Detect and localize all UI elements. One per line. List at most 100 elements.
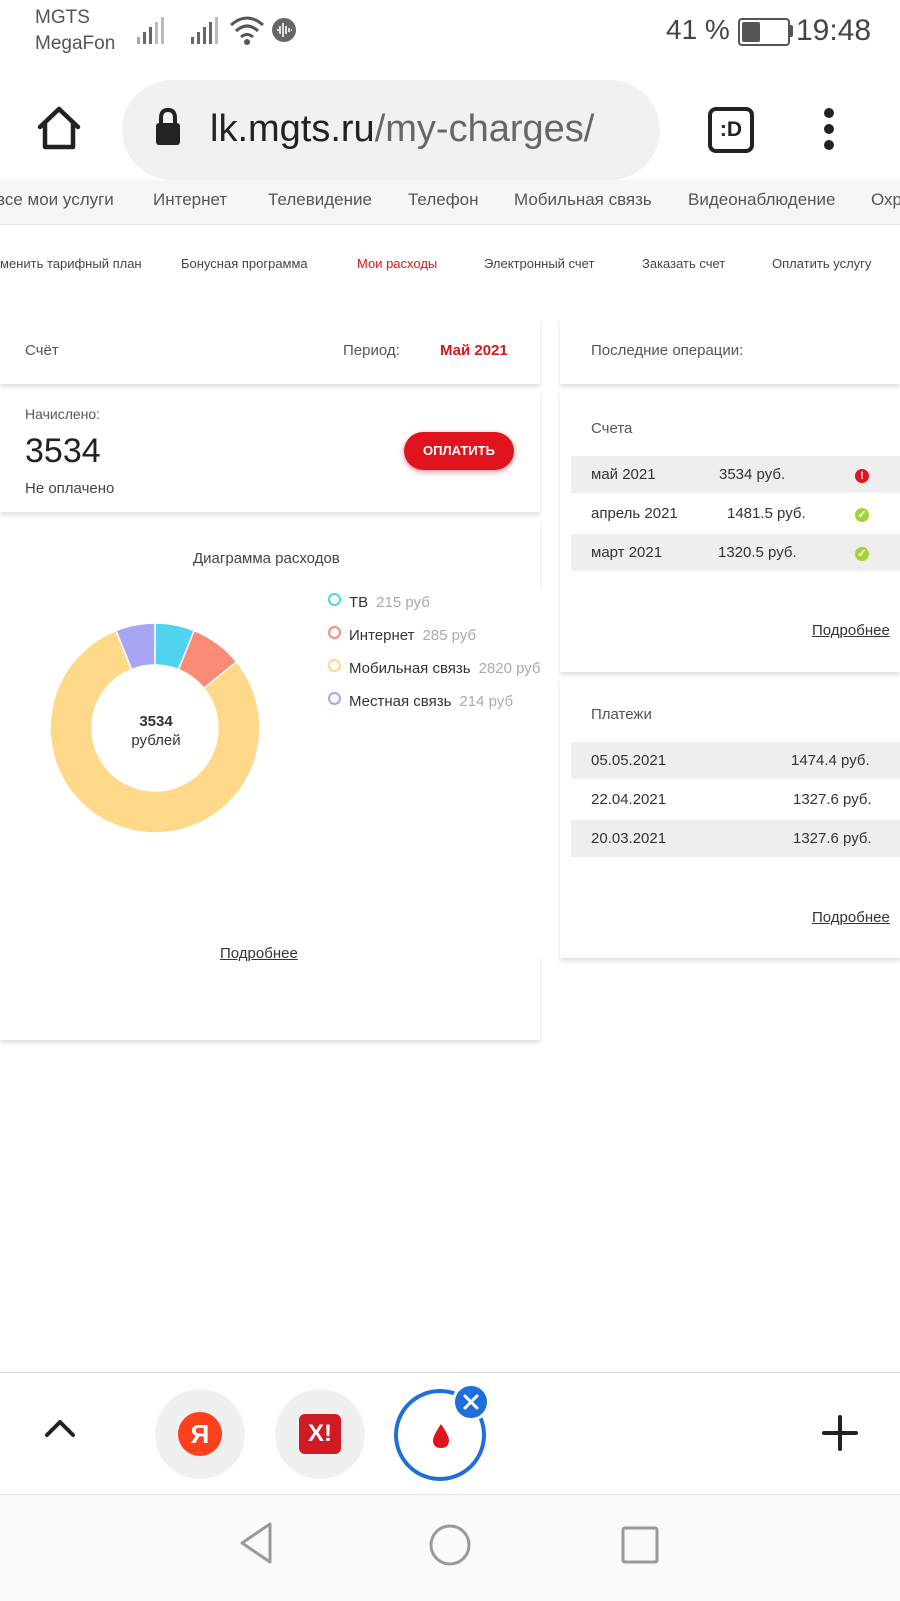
legend-amount: 2820 руб	[478, 660, 541, 677]
payment-amount: 1474.4 руб.	[791, 752, 870, 769]
voice-assistant-icon	[272, 18, 296, 42]
tabs-switcher-label: :D	[719, 118, 743, 141]
recents-icon[interactable]	[620, 1525, 660, 1565]
last-operations-header: Последние операции:	[560, 318, 900, 384]
payment-row[interactable]: 22.04.2021 1327.6 руб.	[571, 781, 900, 818]
nav-item-video[interactable]: Видеонаблюдение	[688, 190, 836, 209]
payment-amount: 1327.6 руб.	[793, 791, 872, 808]
legend-marker	[328, 692, 341, 705]
browser-tab-bar: Я X!	[0, 1372, 900, 1495]
bill-row[interactable]: май 2021 3534 руб. !	[571, 456, 900, 493]
tabs-switcher-button[interactable]: :D	[708, 107, 754, 153]
carrier-name-2: MegaFon	[35, 33, 116, 54]
subnav-order-bill[interactable]: Заказать счет	[642, 256, 726, 271]
yandex-icon: Я	[178, 1412, 222, 1456]
bills-title: Счета	[591, 420, 633, 437]
battery-tip	[789, 25, 793, 37]
donut-center-value: 3534	[139, 713, 173, 730]
subnav-pay-service[interactable]: Оплатить услугу	[772, 256, 872, 271]
legend-name: Интернет	[349, 627, 415, 644]
url-path: /my-charges/	[374, 108, 595, 150]
bill-month: май 2021	[591, 466, 656, 483]
nav-item-internet[interactable]: Интернет	[153, 190, 228, 209]
legend-item-local: Местная связь 214 руб	[328, 692, 513, 710]
bill-row[interactable]: март 2021 1320.5 руб. ✓	[571, 534, 900, 571]
bill-amount: 1320.5 руб.	[718, 544, 797, 561]
donut-center-unit: рублей	[131, 732, 181, 749]
status-bar: MGTS MegaFon 41 % 19:48	[0, 0, 900, 64]
bills-card: Счета	[560, 390, 900, 672]
payment-status: Не оплачено	[25, 480, 115, 497]
charged-label: Начислено:	[25, 406, 101, 422]
legend-name: ТВ	[349, 594, 369, 611]
nav-item-security[interactable]: Охр	[871, 190, 900, 209]
nav-item-all-services[interactable]: все мои услуги	[0, 190, 114, 209]
subnav-bonus[interactable]: Бонусная программа	[181, 256, 308, 271]
payment-date: 22.04.2021	[591, 791, 667, 808]
donut-slice-2	[49, 629, 261, 834]
tab-news[interactable]: X!	[275, 1389, 365, 1479]
nav-item-mobile[interactable]: Мобильная связь	[514, 190, 652, 209]
home-circle-icon[interactable]	[428, 1523, 472, 1567]
subnav-change-tariff[interactable]: менить тарифный план	[0, 256, 142, 271]
payment-row[interactable]: 05.05.2021 1474.4 руб.	[571, 742, 900, 779]
charges-more-link[interactable]: Подробнее	[220, 945, 298, 962]
home-icon[interactable]	[36, 105, 82, 151]
tab-yandex[interactable]: Я	[155, 1389, 245, 1479]
legend-amount: 214 руб	[459, 693, 514, 710]
sub-nav: менить тарифный план Бонусная программа …	[0, 240, 900, 280]
nav-item-phone[interactable]: Телефон	[408, 190, 479, 209]
subnav-my-charges[interactable]: Мои расходы	[357, 256, 438, 271]
signal-icon-1	[137, 16, 167, 44]
legend-marker	[328, 593, 341, 606]
pay-button[interactable]: ОПЛАТИТЬ	[404, 432, 514, 470]
mgts-logo-icon	[433, 1424, 449, 1448]
charges-donut-chart	[49, 622, 261, 834]
bill-amount: 3534 руб.	[719, 466, 786, 483]
bill-month: март 2021	[591, 544, 663, 561]
url-text[interactable]: lk.mgts.ru/my-charges/	[210, 108, 594, 151]
address-bar[interactable]	[122, 80, 660, 180]
legend-name: Мобильная связь	[349, 660, 471, 677]
carrier-name-1: MGTS	[35, 7, 90, 28]
clock: 19:48	[796, 14, 872, 47]
legend-item-tv: ТВ 215 руб	[328, 593, 430, 611]
news-site-icon: X!	[299, 1414, 341, 1454]
close-tab-button[interactable]	[452, 1383, 490, 1421]
payment-row[interactable]: 20.03.2021 1327.6 руб.	[571, 820, 900, 857]
chart-title: Диаграмма расходов	[193, 550, 340, 567]
donut-slice-3	[115, 622, 156, 671]
account-label: Счёт	[25, 342, 59, 359]
paid-check-icon: ✓	[855, 508, 869, 522]
chart-legend-panel	[316, 588, 561, 958]
category-nav: все мои услуги Интернет Телевидение Теле…	[0, 180, 900, 225]
lock-icon	[156, 108, 180, 145]
url-host: lk.mgts.ru	[210, 108, 375, 150]
new-tab-plus-icon[interactable]	[822, 1415, 858, 1451]
legend-amount: 215 руб	[376, 594, 430, 611]
subnav-e-bill[interactable]: Электронный счет	[484, 256, 595, 271]
payment-amount: 1327.6 руб.	[793, 830, 872, 847]
bill-amount: 1481.5 руб.	[727, 505, 806, 522]
period-selector[interactable]: Май 2021	[440, 342, 508, 359]
legend-marker	[328, 659, 341, 672]
bills-more-link[interactable]: Подробнее	[812, 622, 890, 639]
system-nav-bar	[0, 1494, 900, 1601]
overflow-menu-icon[interactable]	[823, 107, 835, 151]
close-icon	[463, 1394, 479, 1410]
paid-check-icon: ✓	[855, 547, 869, 561]
period-label: Период:	[343, 342, 400, 359]
chevron-up-icon[interactable]	[44, 1418, 76, 1438]
account-period-card: Счёт Период: Май 2021	[0, 318, 540, 384]
bill-row[interactable]: апрель 2021 1481.5 руб. ✓	[571, 495, 900, 532]
back-icon[interactable]	[238, 1521, 274, 1565]
legend-item-mobile: Мобильная связь 2820 руб	[328, 659, 541, 677]
payments-more-link[interactable]: Подробнее	[812, 909, 890, 926]
legend-marker	[328, 626, 341, 639]
last-operations-title: Последние операции:	[591, 342, 744, 359]
payments-title: Платежи	[591, 706, 652, 723]
legend-name: Местная связь	[349, 693, 452, 710]
nav-item-tv[interactable]: Телевидение	[268, 190, 372, 209]
unpaid-alert-icon: !	[855, 469, 869, 483]
legend-item-internet: Интернет 285 руб	[328, 626, 476, 644]
